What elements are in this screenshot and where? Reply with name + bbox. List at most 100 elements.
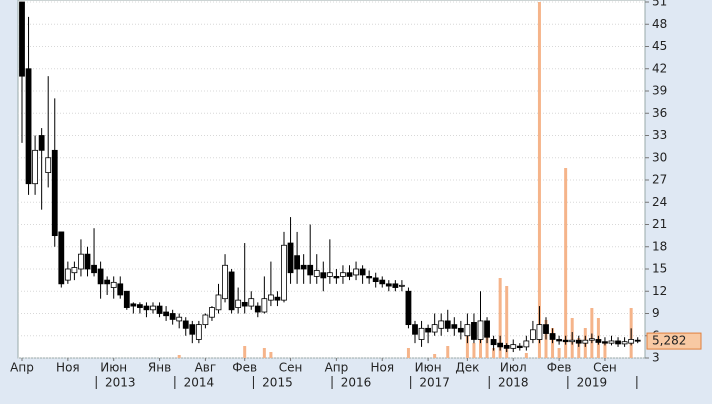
year-label: 2015 [262,376,293,390]
candle-body [366,276,373,279]
candle-body [143,305,150,311]
candle-body [84,253,91,270]
candle-body [497,342,504,348]
candle-body [569,339,576,343]
candle-body [602,341,608,344]
x-tick-label: Дек [455,361,479,375]
candle-body [156,305,163,314]
y-tick-label: 24 [652,195,667,209]
y-tick-label: 36 [652,106,667,120]
candle-body [51,149,58,237]
candle-body [307,264,314,276]
candle-body [261,298,268,313]
y-tick-label: 21 [652,217,667,231]
year-label: 2013 [105,376,136,390]
candle-body [510,344,517,349]
candle-body [444,320,451,329]
year-label: 2014 [184,376,215,390]
candle-body [235,299,242,308]
candle-body [294,255,301,270]
volume-bar [564,168,568,358]
volume-bar [492,348,496,358]
candle-body [418,327,425,340]
candle-body [516,345,523,349]
candle-body [32,149,38,185]
candle-body [562,339,569,343]
candle-body [281,244,287,301]
candle-body [451,324,458,329]
volume-bar [590,308,594,358]
candle-body [123,290,130,308]
candle-body [582,339,589,344]
candle-body [575,339,582,344]
candle-body [287,242,294,274]
volume-bar [243,346,247,358]
candle-body [628,339,635,344]
candle-body [136,304,143,308]
candle-body [313,270,320,277]
y-tick-label: 18 [652,239,667,253]
candle-body [320,272,327,279]
last-price-label: 5,282 [652,334,686,348]
candle-body [195,324,202,340]
candle-body [176,316,183,322]
candle-body [202,314,209,326]
volume-bar [433,354,437,358]
candle-body [274,296,281,301]
candle-body [64,268,71,281]
candle-body [150,305,156,311]
candle-body [484,320,490,338]
x-tick-label: Июл [500,361,527,375]
candle-body [19,1,25,77]
x-tick-label: Янв [148,361,171,375]
candle-body [425,327,432,333]
volume-bar [472,343,476,358]
candle-body [536,324,543,340]
candle-body [353,268,359,276]
x-tick-label: Фев [547,361,572,375]
y-tick-label: 45 [652,39,667,53]
candle-body [530,329,536,340]
y-tick-label: 27 [652,173,667,187]
year-label: 2017 [419,376,450,390]
candle-body [385,283,392,287]
candle-body [457,327,464,333]
candle-body [130,303,137,307]
y-tick-label: 9 [652,306,660,320]
volume-bar [498,278,502,358]
candle-body [45,157,52,173]
candle-body [38,135,45,151]
year-label: 2018 [498,376,529,390]
candle-body [523,340,530,348]
candle-body [117,283,124,296]
candle-body [398,284,405,287]
candle-body [477,320,484,340]
candle-body [58,231,65,285]
candle-body [104,279,111,285]
y-tick-label: 39 [652,84,667,98]
y-tick-label: 42 [652,61,667,75]
volume-bar [262,348,266,358]
candle-body [431,324,438,333]
candle-body [634,339,641,342]
x-tick-label: Июн [415,361,442,375]
candle-body [464,324,471,337]
candle-body [608,340,615,344]
candle-body [91,264,97,274]
candle-body [163,311,170,317]
candle-body [359,268,366,276]
volume-bar [269,352,273,358]
candle-body [209,307,215,318]
candle-body [110,281,117,288]
candle-body [588,338,595,341]
y-tick-label: 12 [652,284,667,298]
candle-body [615,340,621,345]
year-label: 2019 [577,376,608,390]
y-tick-label: 51 [652,0,667,9]
y-tick-label: 33 [652,128,667,142]
candle-body [543,324,549,334]
candle-body [241,301,248,307]
volume-bar [446,346,450,358]
candle-body [412,324,418,335]
